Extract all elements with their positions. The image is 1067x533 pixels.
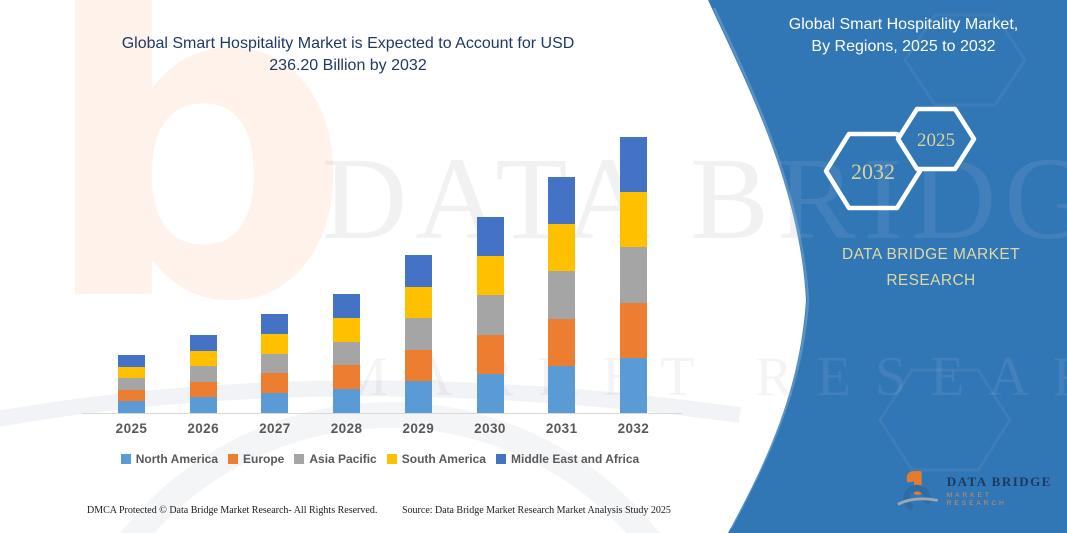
bar-2032 — [619, 137, 647, 413]
bar-2028 — [333, 294, 361, 413]
hexagon-2025-label: 2025 — [917, 130, 955, 151]
bar-segment-middle-east-and-africa — [118, 355, 145, 367]
bar-segment-middle-east-and-africa — [189, 335, 217, 351]
bar-segment-north-america — [333, 389, 361, 413]
bar-segment-north-america — [189, 397, 217, 413]
chart-title-line2: 236.20 Billion by 2032 — [269, 57, 427, 75]
dbmr-logo: DATA BRIDGE MARKET RESEARCH — [896, 468, 1056, 514]
bar-segment-europe — [189, 381, 217, 398]
x-axis-line — [82, 412, 682, 414]
bar-segment-asia-pacific — [548, 271, 576, 319]
bar-2026 — [189, 335, 217, 413]
x-axis-label-2030: 2030 — [474, 421, 506, 436]
bar-segment-north-america — [404, 381, 432, 413]
legend-marker-icon — [228, 454, 239, 464]
legend-label: North America — [135, 452, 219, 466]
legend-marker-icon — [120, 454, 131, 464]
bar-2027 — [261, 314, 289, 413]
bar-segment-europe — [404, 349, 432, 382]
legend-item-south-america: South America — [386, 452, 486, 466]
side-panel-title: Global Smart Hospitality Market, By Regi… — [760, 14, 1047, 58]
x-axis-label-2027: 2027 — [259, 421, 291, 436]
bar-segment-south-america — [189, 350, 217, 367]
bar-segment-asia-pacific — [333, 341, 361, 366]
bar-segment-asia-pacific — [189, 366, 217, 382]
bar-segment-middle-east-and-africa — [548, 177, 576, 225]
bar-segment-middle-east-and-africa — [261, 314, 289, 334]
x-axis-label-2028: 2028 — [330, 421, 363, 436]
bar-2025 — [118, 355, 145, 413]
side-panel-title-line2: By Regions, 2025 to 2032 — [811, 38, 996, 56]
bar-segment-south-america — [118, 366, 145, 379]
dbmr-logo-tagline: MARKET RESEARCH — [946, 492, 1007, 508]
panel-brand-line1: DATA BRIDGE MARKET — [841, 246, 1020, 263]
bar-segment-south-america — [476, 256, 504, 296]
bar-2029 — [404, 255, 432, 413]
x-axis-label-2029: 2029 — [402, 421, 435, 436]
panel-brand-text: DATA BRIDGE MARKET RESEARCH — [811, 242, 1051, 293]
bar-2031 — [548, 177, 576, 413]
panel-brand-line2: RESEARCH — [886, 271, 976, 289]
bar-segment-north-america — [619, 357, 647, 413]
bar-segment-south-america — [333, 317, 361, 342]
x-axis-label-2031: 2031 — [545, 421, 578, 436]
bar-segment-asia-pacific — [261, 353, 289, 374]
legend-marker-icon — [386, 454, 397, 464]
bar-segment-europe — [619, 302, 647, 358]
x-axis-labels: 2025 2026 2027 2028 2029 2030 2031 2032 — [88, 421, 672, 439]
bar-segment-asia-pacific — [619, 247, 647, 303]
bar-segment-middle-east-and-africa — [404, 255, 432, 287]
legend-item-north-america: North America — [120, 452, 219, 466]
legend-item-middle-east-and-africa: Middle East and Africa — [495, 452, 640, 466]
legend-label: Middle East and Africa — [510, 452, 640, 466]
hexagon-2025-outline — [895, 106, 977, 172]
dmca-copyright-text: DMCA Protected © Data Bridge Market Rese… — [87, 505, 378, 516]
bar-segment-south-america — [548, 224, 576, 272]
legend-label: Europe — [243, 452, 285, 466]
chart-title-line1: Global Smart Hospitality Market is Expec… — [121, 35, 575, 52]
x-axis-label-2025: 2025 — [115, 421, 148, 436]
legend-item-asia-pacific: Asia Pacific — [294, 452, 377, 466]
dbmr-logo-icon — [897, 471, 939, 513]
bar-2030 — [476, 217, 504, 413]
x-axis-label-2026: 2026 — [187, 421, 219, 436]
legend-item-europe: Europe — [228, 452, 284, 466]
hexagon-2032-label: 2032 — [851, 159, 895, 184]
stacked-bar-chart — [82, 100, 682, 414]
legend-label: South America — [401, 452, 486, 466]
bar-segment-asia-pacific — [404, 318, 432, 350]
bar-segment-south-america — [404, 286, 432, 319]
legend-marker-icon — [495, 454, 506, 464]
bar-segment-north-america — [476, 373, 504, 413]
bar-segment-asia-pacific — [118, 378, 145, 390]
bar-segment-south-america — [261, 333, 289, 354]
chart-legend: North America Europe Asia Pacific South Ame… — [84, 452, 676, 466]
bar-segment-north-america — [548, 365, 576, 413]
bar-segment-europe — [476, 334, 504, 374]
bar-segment-asia-pacific — [476, 295, 504, 335]
source-text: Source: Data Bridge Market Research Mark… — [402, 505, 671, 516]
legend-marker-icon — [294, 454, 305, 464]
x-axis-label-2032: 2032 — [617, 421, 650, 436]
dbmr-logo-name: DATA BRIDGE — [946, 473, 1052, 489]
legend-label: Asia Pacific — [309, 452, 377, 466]
bar-segment-europe — [548, 318, 576, 366]
bar-segment-north-america — [118, 401, 145, 413]
bar-segment-middle-east-and-africa — [619, 137, 647, 193]
side-panel-title-line1: Global Smart Hospitality Market, — [788, 16, 1019, 33]
bar-segment-europe — [333, 365, 361, 390]
bar-segment-europe — [118, 389, 145, 402]
bar-segment-europe — [261, 373, 289, 394]
bar-segment-middle-east-and-africa — [333, 294, 361, 318]
bar-segment-south-america — [619, 192, 647, 248]
chart-title: Global Smart Hospitality Market is Expec… — [83, 33, 613, 78]
bar-segment-north-america — [261, 393, 289, 413]
bar-segment-middle-east-and-africa — [476, 217, 504, 257]
